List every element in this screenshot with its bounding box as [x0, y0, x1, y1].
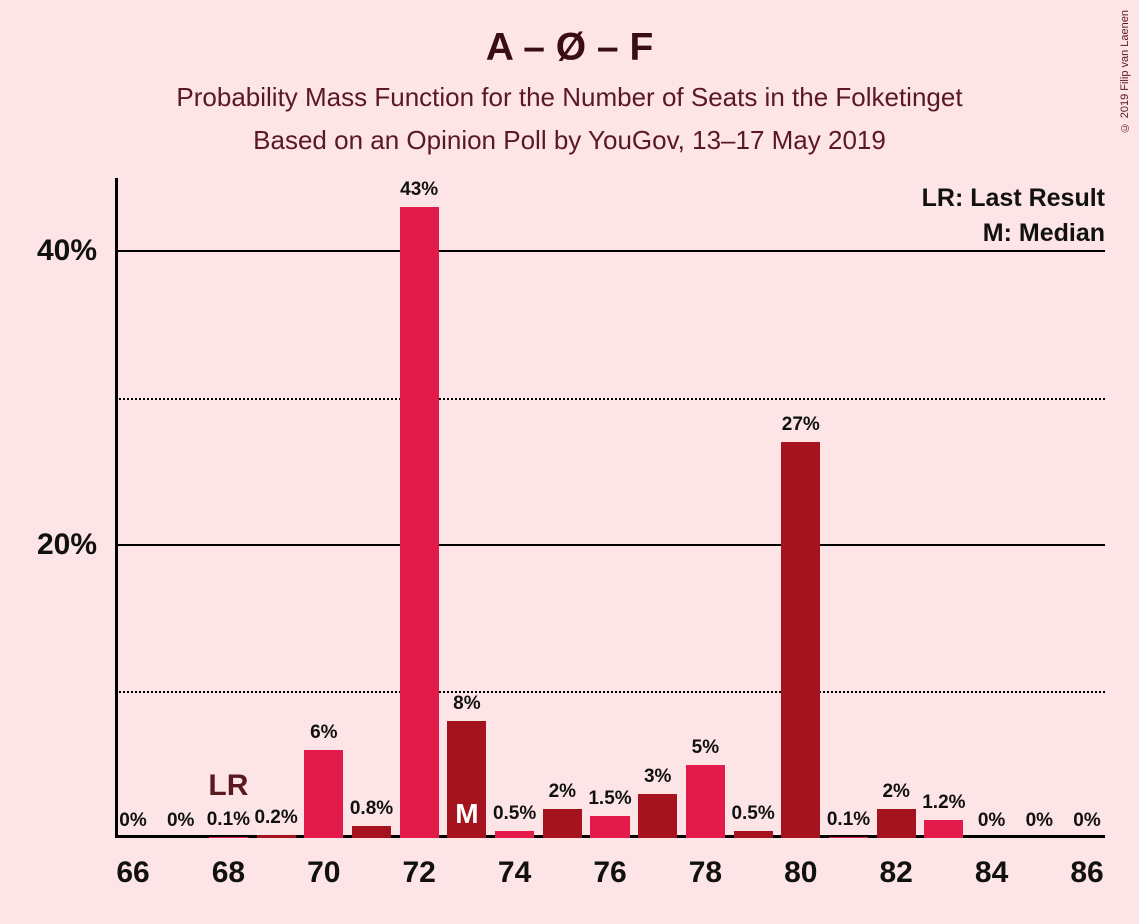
ytick-label: 20%: [37, 528, 97, 562]
bar-value-label: 0.5%: [493, 803, 536, 825]
plot-area: LR: Last Result M: Median 20%40%66687072…: [115, 178, 1105, 838]
bar: [734, 831, 773, 838]
chart-root: A – Ø – F Probability Mass Function for …: [0, 0, 1139, 924]
chart-subtitle-1: Probability Mass Function for the Number…: [0, 82, 1139, 113]
bar: [352, 826, 391, 838]
bar: [877, 809, 916, 838]
bar-value-label: 6%: [310, 722, 337, 744]
bar-value-label: 0%: [1073, 810, 1100, 832]
lr-marker: LR: [208, 769, 248, 803]
bar-value-label: 0.8%: [350, 798, 393, 820]
y-axis: [115, 178, 118, 838]
bar: [781, 442, 820, 838]
legend-lr: LR: Last Result: [922, 184, 1105, 213]
bar-value-label: 5%: [692, 737, 719, 759]
bar: [495, 831, 534, 838]
bar: [543, 809, 582, 838]
bar-value-label: 0%: [167, 810, 194, 832]
xtick-label: 76: [593, 856, 626, 890]
xtick-label: 82: [880, 856, 913, 890]
xtick-label: 68: [212, 856, 245, 890]
ytick-label: 40%: [37, 234, 97, 268]
bar: [209, 837, 248, 838]
xtick-label: 86: [1070, 856, 1103, 890]
bar: [304, 750, 343, 838]
xtick-label: 66: [116, 856, 149, 890]
bar-value-label: 1.5%: [588, 788, 631, 810]
bar-value-label: 27%: [782, 414, 820, 436]
xtick-label: 72: [403, 856, 436, 890]
xtick-label: 74: [498, 856, 531, 890]
xtick-label: 78: [689, 856, 722, 890]
grid-major: [115, 544, 1105, 546]
grid-major: [115, 250, 1105, 252]
xtick-label: 70: [307, 856, 340, 890]
bar: [924, 820, 963, 838]
bar-value-label: 8%: [453, 693, 480, 715]
bar-value-label: 0%: [1026, 810, 1053, 832]
bar-value-label: 1.2%: [922, 792, 965, 814]
bar-value-label: 0.1%: [827, 809, 870, 831]
bar-value-label: 0.1%: [207, 809, 250, 831]
bar-value-label: 0.5%: [731, 803, 774, 825]
bar: [400, 207, 439, 838]
bar-value-label: 0%: [978, 810, 1005, 832]
bar: [638, 794, 677, 838]
median-marker: M: [455, 798, 478, 830]
bar: [257, 835, 296, 838]
bar-value-label: 3%: [644, 766, 671, 788]
bar: [829, 837, 868, 838]
bar-value-label: 2%: [882, 781, 909, 803]
bar-value-label: 2%: [549, 781, 576, 803]
legend-m: M: Median: [922, 219, 1105, 248]
xtick-label: 80: [784, 856, 817, 890]
grid-minor: [115, 691, 1105, 693]
bar-value-label: 0%: [119, 810, 146, 832]
legend: LR: Last Result M: Median: [922, 184, 1105, 248]
chart-subtitle-2: Based on an Opinion Poll by YouGov, 13–1…: [0, 125, 1139, 156]
xtick-label: 84: [975, 856, 1008, 890]
attribution-text: © 2019 Filip van Laenen: [1119, 10, 1131, 133]
bar-value-label: 0.2%: [254, 807, 297, 829]
bar: [590, 816, 629, 838]
chart-title: A – Ø – F: [0, 26, 1139, 70]
bar-value-label: 43%: [400, 179, 438, 201]
bar: [686, 765, 725, 838]
grid-minor: [115, 398, 1105, 400]
